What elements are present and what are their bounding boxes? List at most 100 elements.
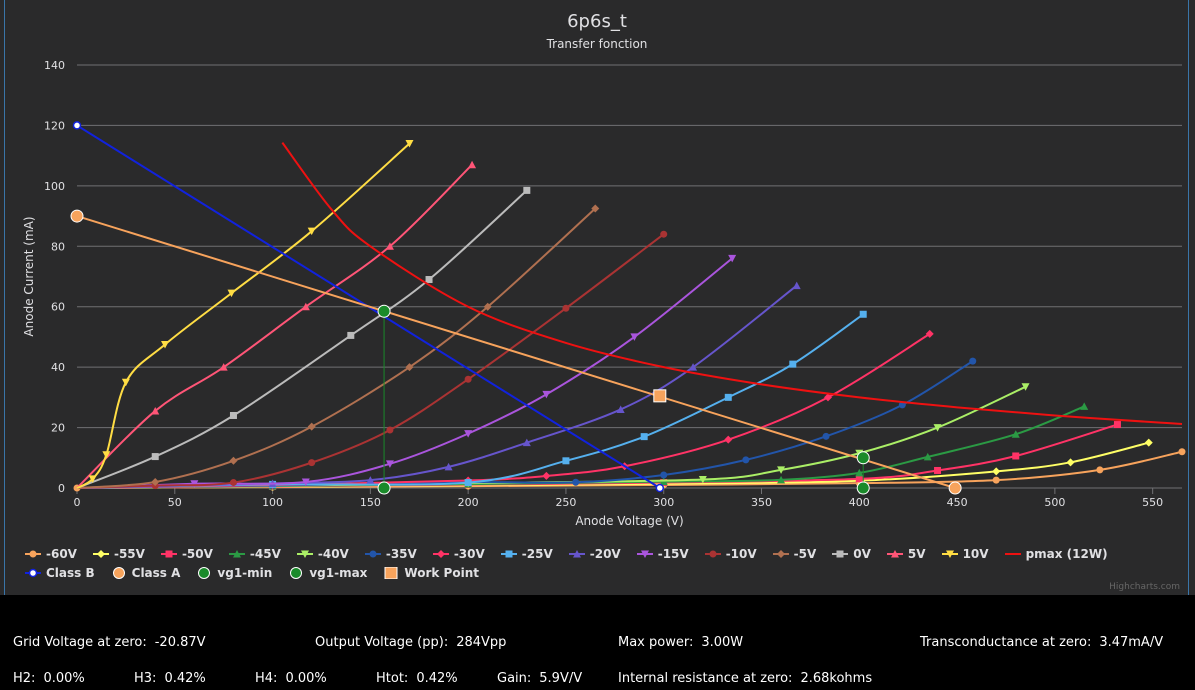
data-point	[1178, 448, 1186, 456]
legend-symbol	[112, 566, 125, 579]
legend-item[interactable]: -15V	[636, 547, 689, 561]
legend-item[interactable]: pmax (12W)	[1004, 547, 1108, 561]
stat-value: -20.87V	[154, 635, 206, 650]
legend-symbol	[704, 550, 721, 557]
legend-marker	[112, 566, 125, 579]
stat-value: 5.9V/V	[539, 671, 583, 686]
legend-marker	[836, 550, 844, 557]
legend-label: -55V	[113, 546, 145, 561]
legend-symbol	[25, 568, 41, 577]
stat-value: 3.47mA/V	[1099, 635, 1164, 650]
data-point	[591, 204, 600, 213]
x-tick-label: 150	[360, 496, 381, 509]
data-point	[655, 483, 665, 493]
series-line	[76, 207, 596, 489]
legend-label: -35V	[385, 546, 417, 561]
legend-item[interactable]: -35V	[364, 546, 417, 561]
x-axis-title: Anode Voltage (V)	[575, 514, 683, 528]
data-point	[307, 422, 316, 431]
legend-symbol	[228, 549, 245, 557]
legend-item[interactable]: -45V	[228, 547, 281, 561]
legend-item[interactable]: -10V	[704, 547, 757, 561]
data-point	[102, 451, 111, 459]
stat-label: Output Voltage (pp):	[315, 635, 449, 650]
stat-label: Max power:	[618, 635, 694, 650]
x-tick-label: 550	[1142, 496, 1163, 509]
legend-item[interactable]: 0V	[832, 547, 871, 561]
legend-item[interactable]: -60V	[25, 547, 77, 561]
x-tick-label: 400	[849, 496, 870, 509]
x-tick-label: 350	[751, 496, 772, 509]
legend-item[interactable]: 5V	[886, 547, 926, 561]
legend-marker	[776, 549, 785, 558]
stat-label: Transconductance at zero:	[920, 635, 1092, 650]
legend-item[interactable]: -20V	[568, 547, 621, 561]
x-tick-label: 450	[947, 496, 968, 509]
stat-label: Internal resistance at zero:	[618, 671, 793, 686]
data-point	[925, 329, 934, 338]
legend-symbol	[832, 550, 849, 557]
data-point	[742, 456, 750, 464]
stat-label: Htot:	[376, 671, 409, 686]
data-point	[405, 140, 414, 148]
stat-value: 284Vpp	[456, 635, 507, 650]
legend-item[interactable]: -40V	[296, 547, 349, 561]
legend-marker	[890, 549, 899, 557]
series-12	[76, 204, 600, 489]
data-point	[777, 466, 786, 474]
series-15	[76, 140, 414, 489]
legend-item[interactable]: -50V	[160, 546, 213, 561]
y-axis-title: Anode Current (mA)	[22, 216, 36, 336]
legend-symbol	[25, 550, 41, 557]
legend-marker	[232, 549, 241, 557]
data-point	[385, 242, 394, 250]
legend-item[interactable]: -5V	[772, 546, 817, 561]
legend-item[interactable]: -55V	[92, 546, 145, 561]
data-point	[824, 393, 833, 402]
legend-marker	[96, 549, 105, 558]
data-point	[72, 121, 82, 130]
data-point	[219, 363, 228, 371]
series-10	[76, 254, 737, 489]
data-point	[1096, 466, 1104, 474]
data-point	[307, 227, 316, 236]
stat-value: 0.00%	[285, 671, 327, 686]
stat-label: Grid Voltage at zero:	[13, 635, 147, 650]
chart-credits[interactable]: Highcharts.com	[1109, 582, 1180, 592]
legend-label: -5V	[793, 546, 817, 561]
data-point	[653, 389, 667, 403]
legend-label: Class B	[46, 565, 95, 580]
data-point	[377, 481, 391, 495]
series-18	[70, 209, 962, 495]
data-point	[464, 375, 472, 383]
legend-item[interactable]: -25V	[500, 547, 553, 561]
data-point	[1066, 458, 1075, 467]
y-tick-label: 20	[51, 422, 65, 435]
legend-label: -30V	[453, 546, 485, 561]
legend-item[interactable]: 10V	[941, 546, 989, 561]
stat-label: H4:	[255, 671, 278, 686]
legend-item[interactable]: vg1-min	[196, 566, 272, 580]
data-point	[777, 475, 786, 484]
legend-item[interactable]: Class A	[111, 566, 180, 580]
series-14	[76, 160, 477, 489]
legend-symbol	[364, 550, 381, 557]
legend-marker	[709, 550, 717, 557]
data-point	[468, 160, 477, 169]
data-point	[992, 476, 1000, 484]
legend-item[interactable]: vg1-max	[288, 566, 367, 580]
legend-label: 10V	[962, 546, 989, 561]
legend-item[interactable]: -30V	[432, 546, 485, 561]
series-5	[76, 383, 1030, 490]
data-point	[405, 363, 414, 372]
series-line	[76, 215, 956, 489]
stat-grid-voltage: Grid Voltage at zero: -20.87V	[13, 635, 206, 650]
legend-item[interactable]: Work Point	[383, 566, 479, 580]
legend-label: -50V	[181, 546, 213, 561]
data-point	[229, 411, 237, 419]
legend-item[interactable]: Class B	[25, 566, 95, 580]
data-point	[822, 432, 830, 440]
legend-symbol	[432, 549, 449, 558]
data-point	[992, 467, 1001, 476]
stat-gain: Gain: 5.9V/V	[497, 671, 582, 686]
